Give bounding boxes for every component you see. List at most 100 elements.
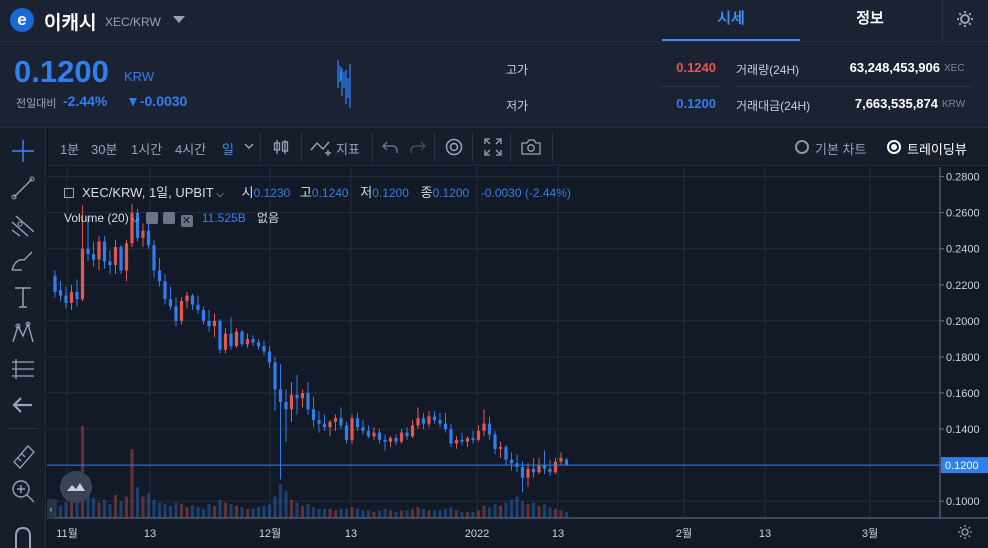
- high-value: 0.1240: [676, 60, 716, 75]
- brush-icon[interactable]: [8, 246, 38, 276]
- tradingview-logo-icon[interactable]: [60, 471, 92, 503]
- volume-settings-icon[interactable]: [163, 212, 176, 224]
- volume-bar: [482, 505, 486, 518]
- interval-1h[interactable]: 1시간: [131, 142, 163, 157]
- interval-30m[interactable]: 30분: [91, 142, 118, 157]
- volume-bar: [273, 496, 277, 518]
- candle-body: [273, 362, 277, 390]
- candlestick-chart-svg[interactable]: 0.2800 0.2600 0.2400 0.2200 0.2000 0.1800 0.16…: [47, 167, 988, 548]
- text-tool-icon[interactable]: [8, 282, 38, 312]
- coin-name[interactable]: 이캐시: [44, 13, 97, 34]
- legend-low-label: 저: [360, 185, 373, 200]
- crosshair-icon[interactable]: [8, 136, 38, 166]
- settings-gear-icon[interactable]: [942, 0, 988, 41]
- current-price-tag: [941, 457, 988, 474]
- candle-body: [482, 423, 486, 431]
- chart-settings-gear-icon[interactable]: [444, 137, 464, 157]
- volume-bar: [410, 508, 415, 518]
- volume-bar: [229, 504, 233, 518]
- candle-body: [471, 438, 475, 440]
- volume-bar: [108, 504, 112, 518]
- price-chart[interactable]: 0.2800 0.2600 0.2400 0.2200 0.2000 0.1800 0.16…: [47, 167, 988, 548]
- candle-body: [366, 430, 371, 437]
- price-tick-label: 0.1600: [946, 388, 980, 400]
- candle-style-icon[interactable]: [272, 138, 290, 156]
- undo-icon[interactable]: [382, 140, 398, 154]
- candle-body: [542, 465, 547, 469]
- volume-bar: [427, 510, 431, 518]
- axis-settings-gear-icon[interactable]: [956, 523, 974, 541]
- interval-4h[interactable]: 4시간: [175, 142, 207, 157]
- pair-dropdown-caret-icon[interactable]: [173, 16, 185, 23]
- tab-price[interactable]: 시세: [662, 0, 800, 41]
- tradingview-label[interactable]: 트레이딩뷰: [907, 142, 967, 157]
- tab-info[interactable]: 정보: [856, 10, 884, 27]
- volume-bar: [366, 510, 371, 518]
- volume-bar: [383, 508, 387, 518]
- time-tick-label: 13: [759, 528, 771, 540]
- candle-body: [394, 438, 398, 442]
- magnet-icon[interactable]: [8, 518, 38, 548]
- value-unit: KRW: [942, 99, 966, 110]
- volume-bar: [256, 507, 261, 518]
- volume-bar: [344, 508, 349, 518]
- candle-body: [306, 392, 310, 410]
- time-tick-label: 11월: [56, 527, 78, 540]
- coin-pair[interactable]: XEC/KRW: [105, 15, 161, 29]
- divider: [301, 132, 302, 162]
- collapse-legend-icon[interactable]: [64, 188, 74, 198]
- legend-symbol[interactable]: XEC/KRW, 1일, UPBIT: [82, 185, 214, 200]
- pattern-tool-icon[interactable]: [8, 318, 38, 348]
- mini-price-chart: [337, 60, 351, 108]
- candle-body: [234, 331, 239, 347]
- fib-retracement-icon[interactable]: [8, 210, 38, 240]
- change-rate: -2.44%: [63, 93, 108, 109]
- fullscreen-icon[interactable]: [484, 138, 502, 156]
- redo-icon[interactable]: [410, 140, 426, 154]
- volume-bar: [75, 501, 79, 518]
- interval-1d[interactable]: 일: [222, 142, 234, 157]
- candle-body: [355, 418, 360, 428]
- ruler-icon[interactable]: [8, 440, 38, 470]
- back-arrow-icon[interactable]: [8, 390, 38, 420]
- candle-body: [344, 425, 349, 440]
- volume-legend-label[interactable]: Volume (20): [64, 211, 129, 225]
- candle-body: [531, 468, 536, 473]
- basic-chart-label[interactable]: 기본 차트: [815, 142, 867, 157]
- indicators-label[interactable]: 지표: [336, 142, 360, 157]
- candle-body: [509, 459, 514, 464]
- measure-ruler-lines-icon[interactable]: [8, 354, 38, 384]
- candle-body: [350, 418, 354, 440]
- candle-body: [53, 275, 57, 293]
- camera-snapshot-icon[interactable]: [520, 138, 542, 156]
- volume-bar: [350, 507, 354, 518]
- volume-bar: [537, 505, 541, 518]
- legend-low: 0.1200: [372, 186, 409, 200]
- zoom-in-icon[interactable]: [8, 476, 38, 506]
- candle-body: [504, 447, 508, 460]
- remove-close-icon[interactable]: ✕: [180, 215, 193, 227]
- scroll-left-handle[interactable]: ‹: [47, 499, 55, 519]
- interval-chevron-down-icon[interactable]: [244, 143, 254, 151]
- basic-chart-radio[interactable]: [795, 140, 809, 154]
- candle-body: [75, 292, 79, 300]
- interval-1m[interactable]: 1분: [60, 142, 80, 157]
- legend-close-label: 종: [420, 185, 433, 200]
- volume-bar: [284, 490, 288, 518]
- volume-bar: [86, 484, 90, 518]
- candle-body: [537, 465, 541, 473]
- candle-body: [262, 346, 266, 352]
- eye-visibility-icon[interactable]: [145, 212, 158, 224]
- time-axis[interactable]: 11월 13 12월 13 2022 13 2월 13 3월: [56, 527, 878, 540]
- indicators-icon[interactable]: [310, 138, 334, 156]
- divider: [472, 132, 473, 162]
- tradingview-radio[interactable]: [887, 140, 901, 154]
- trend-line-icon[interactable]: [8, 173, 38, 203]
- volume-bar: [97, 502, 101, 518]
- legend-open: 0.1230: [253, 186, 291, 200]
- drawing-tools-sidebar: [0, 128, 46, 548]
- candle-body: [372, 432, 376, 437]
- divider: [736, 86, 972, 87]
- volume-bar: [141, 496, 145, 518]
- candle-body: [168, 299, 173, 307]
